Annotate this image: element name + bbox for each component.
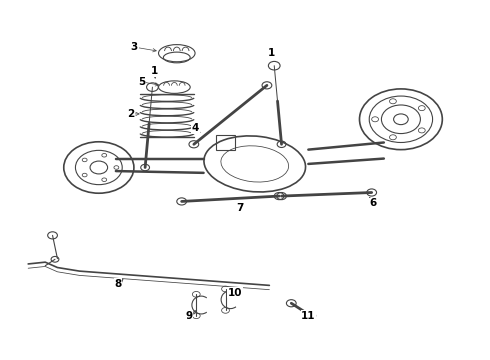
Text: 7: 7 (237, 203, 244, 212)
Text: 2: 2 (127, 109, 134, 119)
Text: 10: 10 (228, 288, 243, 297)
Text: 9: 9 (185, 311, 193, 321)
Text: 1: 1 (268, 48, 275, 58)
Text: 5: 5 (138, 77, 146, 87)
Text: 3: 3 (131, 42, 138, 52)
Text: 4: 4 (192, 123, 199, 133)
Text: 8: 8 (115, 279, 122, 289)
Text: 1: 1 (151, 66, 158, 76)
Text: 6: 6 (369, 198, 376, 208)
Text: 11: 11 (301, 311, 316, 321)
